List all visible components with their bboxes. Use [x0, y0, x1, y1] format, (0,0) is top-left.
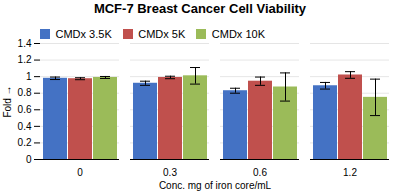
html-text:CMDx 10K: CMDx 10K: [211, 27, 265, 40]
svg-text:Fold →: Fold →: [2, 85, 13, 117]
svg-text:0.4: 0.4: [18, 121, 32, 132]
svg-text:0.6: 0.6: [18, 104, 32, 115]
svg-text:1: 1: [26, 71, 32, 82]
html-text:MCF-7 Breast Cancer Cell Viabi: MCF-7 Breast Cancer Cell Viability: [93, 1, 307, 16]
svg-text:0.8: 0.8: [18, 87, 32, 98]
svg-text:1.2: 1.2: [343, 167, 357, 178]
svg-text:0.6: 0.6: [253, 167, 267, 178]
svg-text:1.2: 1.2: [18, 54, 32, 65]
html-text:CMDx 5K: CMDx 5K: [138, 27, 186, 40]
svg-text:0.2: 0.2: [18, 137, 32, 148]
svg-text:1.4: 1.4: [18, 38, 32, 49]
svg-text:Conc. mg of iron core/mL: Conc. mg of iron core/mL: [159, 180, 272, 191]
svg-text:0.3: 0.3: [163, 167, 177, 178]
svg-text:0: 0: [77, 167, 83, 178]
html-text:CMDx 3.5K: CMDx 3.5K: [55, 27, 112, 40]
svg-text:0: 0: [26, 154, 32, 165]
